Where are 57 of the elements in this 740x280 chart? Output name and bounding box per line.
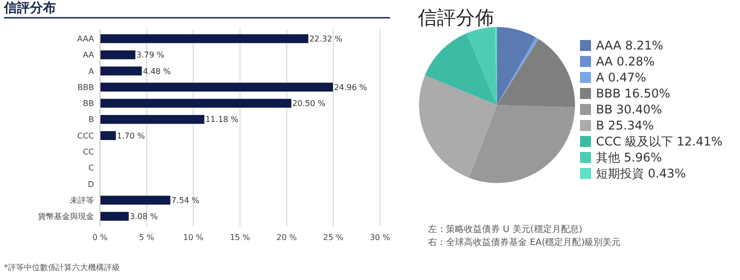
pie-slice [466, 27, 497, 105]
y-tick-label: CCC [77, 131, 94, 140]
x-tick-label: 10 % [183, 233, 204, 242]
y-tick-label: BB [83, 99, 94, 108]
x-tick-label: 25 % [323, 233, 344, 242]
y-tick-label: 未評等 [70, 196, 94, 205]
y-tick-label: CC [82, 148, 94, 157]
y-tick-label: AAA [77, 34, 95, 44]
legend-label: AA 0.28% [596, 54, 655, 69]
bar [100, 196, 170, 205]
chart-title: 信評分布 [3, 0, 56, 16]
data-label: 20.50 % [292, 99, 326, 108]
text: 右：全球高收益債券基金 EA(穩定月配)級別美元 [428, 237, 621, 248]
x-tick-label: 5 % [139, 233, 155, 242]
bar [100, 98, 292, 108]
y-tick-label: D [88, 180, 94, 189]
data-label: 24.96 % [334, 82, 368, 92]
x-tick-label: 30 % [370, 233, 391, 242]
legend-label: BBB 16.50% [596, 86, 670, 101]
legend-label: 短期投資 0.43% [596, 166, 686, 181]
y-tick-label: C [88, 164, 94, 173]
data-label: 3.79 % [136, 50, 165, 60]
y-tick-label: A [88, 66, 95, 76]
data-label: 1.70 % [116, 131, 146, 140]
y-tick-label: B [88, 115, 94, 124]
y-tick-label: 貨幣基金與現金 [38, 212, 94, 222]
text: 左：策略收益債券 U 美元(穩定月配息) [428, 224, 582, 235]
x-tick-label: 15 % [230, 233, 251, 242]
bar [100, 66, 142, 76]
y-tick-label: AA [82, 50, 95, 60]
data-label: 3.08 % [130, 212, 158, 222]
data-label: 22.32 % [309, 34, 343, 44]
text: *評等中位數係計算六大機構評級 [4, 263, 120, 272]
data-label: 4.48 % [142, 66, 172, 76]
legend-label: 其他 5.96% [596, 150, 662, 165]
data-label: 11.18 % [205, 115, 239, 124]
chart-title: 信評分佈 [418, 7, 494, 29]
pie-slice [497, 39, 575, 108]
legend-label: CCC 級及以下 12.41% [596, 134, 723, 149]
pie-slice [424, 33, 497, 105]
x-tick-label: 20 % [276, 233, 298, 242]
pie-slice [419, 75, 497, 178]
bar [100, 131, 116, 140]
bar [100, 212, 129, 221]
bar [100, 114, 204, 124]
bar [100, 34, 308, 44]
data-label: 7.54 % [171, 196, 200, 205]
bar [100, 50, 136, 60]
pie-slice [468, 105, 575, 183]
legend-label: AAA 8.21% [596, 38, 664, 53]
legend-label: B 25.34% [596, 118, 654, 133]
legend-label: A 0.47% [596, 70, 646, 85]
x-tick-label: 0 % [92, 233, 108, 242]
y-tick-label: BBB [78, 82, 94, 92]
bar [100, 82, 333, 92]
legend-label: BB 30.40% [596, 102, 662, 117]
pie-slice [497, 27, 536, 105]
